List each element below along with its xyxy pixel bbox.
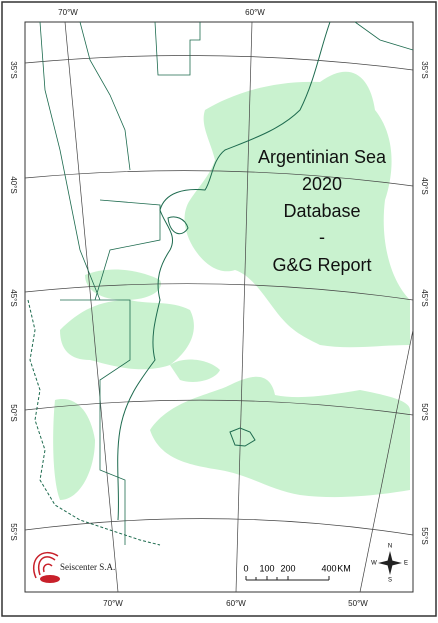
border: [354, 21, 414, 51]
compass-label: W: [371, 561, 377, 567]
parallel: [24, 399, 414, 416]
border: [94, 199, 161, 301]
title-line: Database: [283, 201, 360, 221]
compass-label: S: [388, 578, 392, 584]
logo-text: Seiscenter S.A.: [60, 562, 115, 572]
scale-bar: 0 100 200 400 KM: [243, 563, 351, 581]
lon-label: 50°W: [348, 599, 368, 608]
lat-label: 40°S: [420, 177, 429, 194]
logo: Seiscenter S.A.: [33, 551, 115, 583]
land-borders: [39, 21, 414, 545]
coast: [117, 21, 331, 521]
zone: [170, 359, 220, 382]
title-block: Argentinian Sea 2020 Database - G&G Repo…: [258, 147, 387, 275]
border: [154, 21, 201, 76]
parallel: [24, 55, 414, 71]
scale-unit: KM: [337, 563, 351, 573]
north-arrow: N S E W: [371, 544, 408, 584]
parallel: [24, 283, 414, 301]
meridian: [359, 329, 414, 593]
lat-label: 40°S: [9, 176, 18, 193]
lon-label: 70°W: [103, 599, 123, 608]
border: [79, 21, 131, 171]
island: [229, 427, 256, 447]
scale-label: 400: [321, 563, 336, 573]
compass-label: N: [388, 544, 392, 550]
title-line: -: [319, 227, 325, 247]
title-line: G&G Report: [272, 255, 371, 275]
lat-label: 50°S: [9, 404, 18, 421]
lon-label: 70°W: [58, 8, 78, 17]
data-zones: [53, 71, 410, 500]
lat-label: 50°S: [420, 403, 429, 420]
title-line: Argentinian Sea: [258, 147, 387, 167]
meridian: [64, 21, 119, 593]
lat-label: 35°S: [420, 61, 429, 78]
graticule: [24, 21, 414, 593]
coastline: [27, 21, 331, 546]
parallel: [24, 518, 414, 536]
scale-label: 0: [243, 563, 248, 573]
scale-ticks: [245, 576, 330, 581]
zone: [184, 71, 410, 348]
lon-label: 60°W: [245, 8, 265, 17]
coast: [167, 216, 189, 235]
border: [60, 299, 131, 545]
logo-mark: [40, 575, 60, 583]
scale-label: 200: [280, 563, 295, 573]
lat-label: 55°S: [420, 527, 429, 544]
meridian: [235, 21, 253, 593]
parallel: [24, 170, 414, 187]
lon-label: 60°W: [226, 599, 246, 608]
zone: [60, 300, 194, 370]
lat-label: 35°S: [9, 61, 18, 78]
graticule-labels: 70°W 60°W 70°W 60°W 50°W 35°S 40°S 45°S …: [9, 8, 429, 608]
logo-mark: [33, 551, 59, 579]
title-line: 2020: [302, 174, 342, 194]
lat-label: 45°S: [9, 289, 18, 306]
lat-label: 55°S: [9, 523, 18, 540]
scale-label: 100: [259, 563, 274, 573]
zone: [205, 208, 250, 245]
compass-rose: [378, 551, 402, 575]
coast: [27, 299, 161, 546]
lat-label: 45°S: [420, 289, 429, 306]
zone: [53, 399, 95, 500]
border: [39, 21, 101, 301]
compass-label: E: [404, 561, 408, 567]
